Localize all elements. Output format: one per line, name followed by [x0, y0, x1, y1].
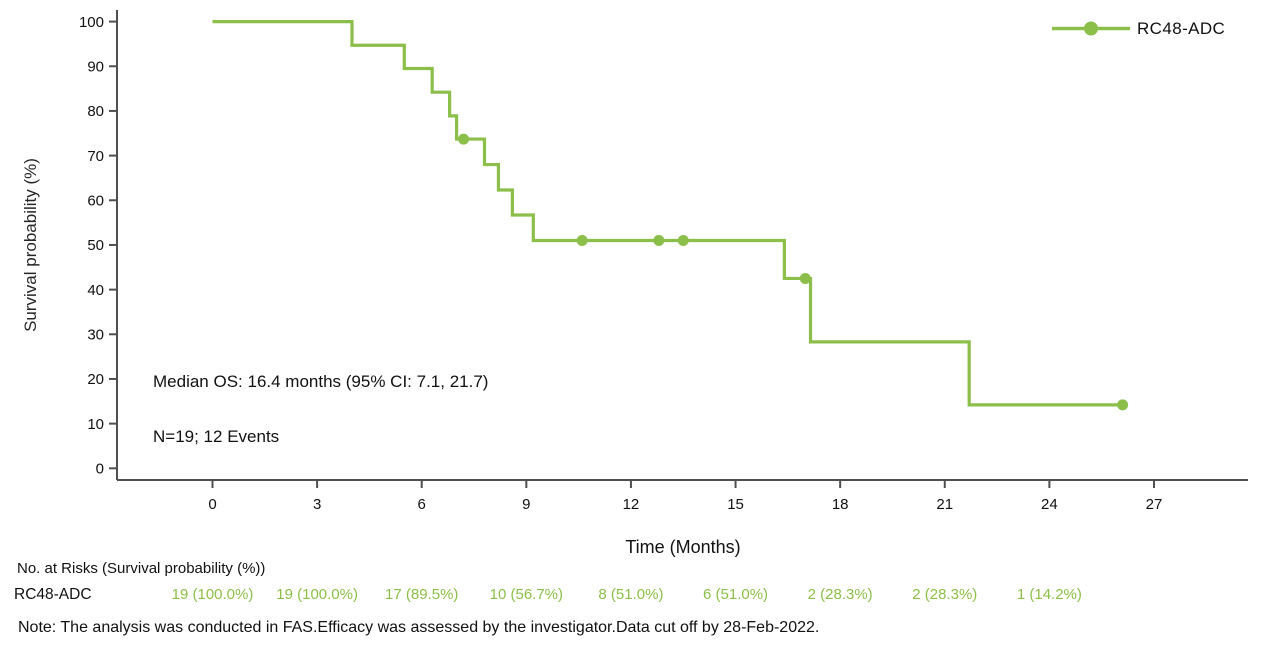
y-tick-label: 100: [79, 14, 104, 31]
survival-curve-group: [212, 20, 1123, 407]
censor-dot: [653, 234, 665, 246]
y-axis-title: Survival probability (%): [21, 158, 40, 332]
risk-value: 1 (14.2%): [1016, 586, 1082, 603]
x-tick-label: 3: [313, 496, 321, 513]
risk-value: 19 (100.0%): [276, 586, 358, 603]
risk-value: 10 (56.7%): [489, 586, 564, 603]
x-tick-label: 15: [727, 496, 744, 513]
risk-value: 2 (28.3%): [912, 586, 978, 603]
censor-dot: [677, 234, 689, 246]
x-axis-title: Time (Months): [625, 537, 741, 557]
x-tick-label: 12: [623, 496, 640, 513]
x-tick-label: 24: [1041, 496, 1058, 513]
censor-markers: [458, 133, 1129, 411]
x-tick-label: 9: [522, 496, 530, 513]
x-tick-label: 21: [936, 496, 953, 513]
footnote: Note: The analysis was conducted in FAS.…: [18, 619, 820, 636]
survival-curve: [212, 20, 1123, 407]
censor-dot: [799, 272, 811, 284]
risk-value: 6 (51.0%): [703, 586, 769, 603]
y-tick-label: 90: [87, 58, 104, 75]
y-axis-ticks: 0 10 20 30 40 50 60 70 80 90 100: [79, 14, 117, 478]
legend-label: RC48-ADC: [1137, 19, 1226, 38]
n-events-annotation: N=19; 12 Events: [153, 427, 280, 446]
y-tick-label: 40: [87, 282, 104, 299]
y-tick-label: 20: [87, 371, 104, 388]
risk-value: 2 (28.3%): [807, 586, 873, 603]
median-os-annotation: Median OS: 16.4 months (95% CI: 7.1, 21.…: [153, 372, 489, 391]
risk-row-label: RC48-ADC: [14, 586, 92, 603]
censor-dot: [576, 234, 588, 246]
x-tick-label: 6: [418, 496, 426, 513]
y-tick-label: 10: [87, 416, 104, 433]
y-tick-label: 80: [87, 103, 104, 120]
risk-value: 19 (100.0%): [171, 586, 254, 603]
censor-dot: [458, 133, 470, 145]
y-tick-label: 0: [96, 461, 104, 478]
risk-value: 8 (51.0%): [598, 586, 664, 603]
x-tick-label: 27: [1146, 496, 1163, 513]
y-tick-label: 50: [87, 237, 104, 254]
legend-marker-dot: [1084, 21, 1098, 36]
x-tick-label: 0: [208, 496, 216, 513]
y-tick-label: 60: [87, 192, 104, 209]
x-axis-ticks: 0 3 6 9 12 15 18 21 24 27: [208, 480, 1162, 513]
x-tick-label: 18: [832, 496, 849, 513]
legend-marker: [1052, 21, 1130, 36]
risk-value: 17 (89.5%): [385, 586, 459, 603]
risk-table-header: No. at Risks (Survival probability (%)): [17, 560, 266, 577]
y-tick-label: 70: [87, 148, 104, 165]
censor-dot: [1117, 399, 1129, 411]
y-tick-label: 30: [87, 326, 104, 343]
